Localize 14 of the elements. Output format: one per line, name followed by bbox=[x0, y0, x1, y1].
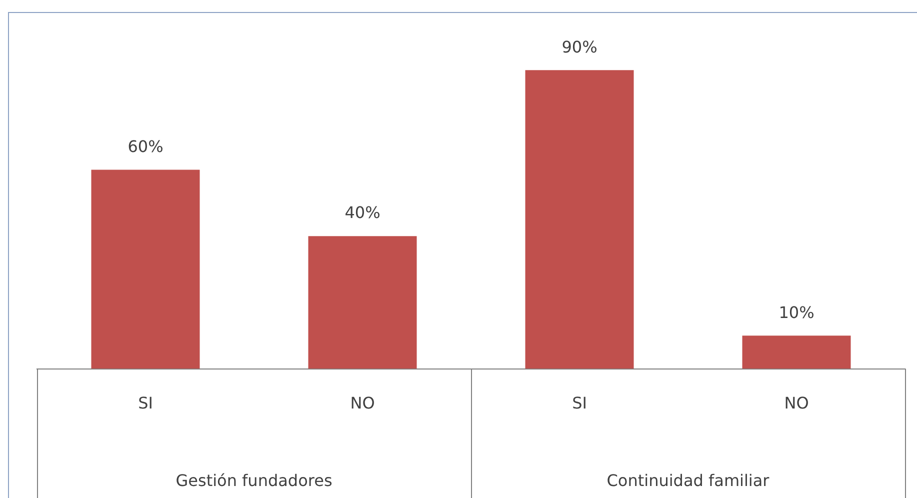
text: Continuidad familiar bbox=[606, 471, 770, 490]
x-tick-label: NO bbox=[784, 394, 809, 413]
x-tick-label: SI bbox=[572, 394, 587, 413]
data-label: 10% bbox=[778, 302, 814, 322]
bar bbox=[308, 236, 417, 369]
data-label: 40% bbox=[344, 203, 380, 222]
bar bbox=[525, 70, 634, 369]
bar bbox=[742, 336, 851, 369]
x-tick-label: NO bbox=[350, 394, 375, 413]
x-tick-label: SI bbox=[138, 394, 153, 413]
data-label: 60% bbox=[128, 136, 164, 156]
text: Gestión fundadores bbox=[176, 471, 332, 490]
bar bbox=[91, 170, 200, 369]
data-label: 90% bbox=[562, 37, 598, 56]
